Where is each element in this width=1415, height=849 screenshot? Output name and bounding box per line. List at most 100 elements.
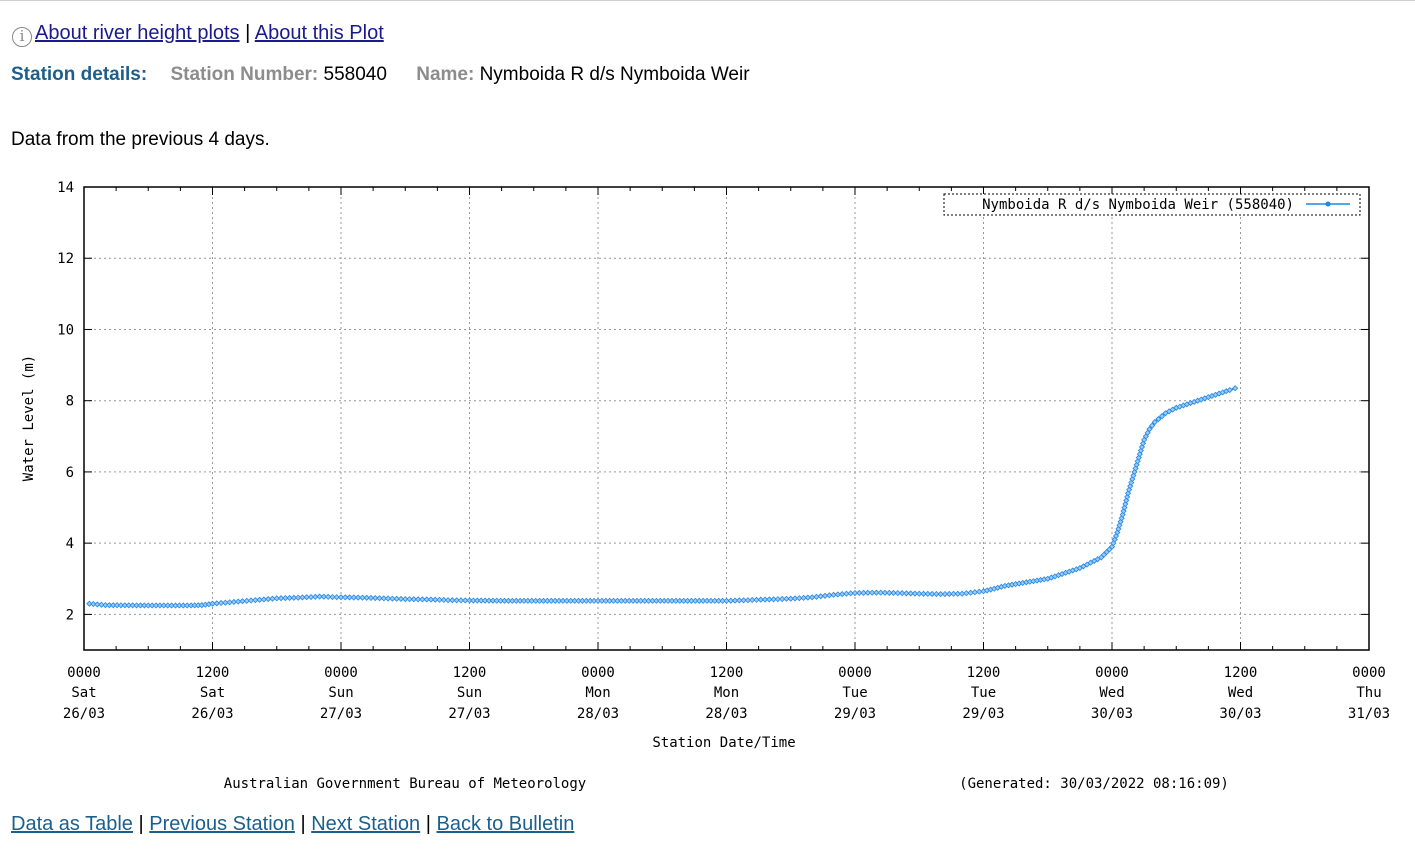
bottom-links: Data as Table | Previous Station | Next …: [11, 813, 574, 836]
chart-legend: Nymboida R d/s Nymboida Weir (558040): [943, 193, 1361, 216]
x-tick-date: 26/03: [63, 706, 105, 722]
station-details: Station details: Station Number: 558040 …: [11, 64, 774, 86]
x-tick-date: 27/03: [448, 706, 490, 722]
x-tick-time: 0000: [1095, 665, 1129, 681]
link-separator: |: [300, 813, 306, 835]
x-tick-date: 29/03: [834, 706, 876, 722]
x-tick-date: 27/03: [320, 706, 362, 722]
x-tick-day: Tue: [971, 685, 996, 701]
data-point-marker: [1112, 532, 1120, 540]
x-tick-date: 30/03: [1219, 706, 1261, 722]
series-group: [86, 385, 1239, 609]
x-tick-day: Thu: [1356, 685, 1381, 701]
data-point-marker: [1108, 543, 1116, 550]
data-point-marker: [1110, 540, 1117, 547]
generated-timestamp: (Generated: 30/03/2022 08:16:09): [959, 776, 1229, 792]
x-tick-time: 1200: [1224, 665, 1258, 681]
link-separator: |: [425, 813, 431, 835]
x-tick-day: Sun: [457, 685, 482, 701]
station-name: Nymboida R d/s Nymboida Weir: [479, 64, 750, 85]
x-tick-date: 30/03: [1091, 706, 1133, 722]
data-point-marker: [1115, 525, 1122, 532]
x-tick-time: 1200: [196, 665, 230, 681]
x-tick-time: 0000: [581, 665, 615, 681]
data-point-marker: [1151, 418, 1158, 426]
y-tick-label: 4: [66, 536, 74, 552]
data-point-marker: [1141, 436, 1148, 443]
data-point-marker: [1119, 511, 1126, 518]
data-point-marker: [1134, 458, 1141, 465]
next-station-link[interactable]: Next Station: [311, 813, 421, 835]
data-point-marker: [1155, 416, 1162, 423]
x-tick-day: Tue: [842, 685, 867, 701]
top-divider: [0, 0, 1415, 4]
data-point-marker: [1142, 433, 1149, 440]
x-tick-time: 0000: [67, 665, 101, 681]
info-circle-icon: i: [12, 27, 32, 47]
station-number: 558040: [323, 64, 387, 85]
legend-box: [943, 193, 1361, 216]
data-point-marker: [1226, 386, 1233, 394]
y-tick-label: 14: [57, 180, 74, 196]
data-point-marker: [1130, 472, 1137, 479]
data-point-marker: [1232, 385, 1239, 392]
data-point-marker: [1117, 518, 1124, 525]
x-tick-time: 1200: [710, 665, 744, 681]
x-tick-date: 28/03: [705, 706, 747, 722]
about-river-height-plots-link[interactable]: About river height plots: [35, 22, 240, 44]
x-tick-day: Mon: [714, 685, 739, 701]
back-to-bulletin-link[interactable]: Back to Bulletin: [436, 813, 575, 835]
data-point-marker: [1131, 468, 1138, 475]
data-point-marker: [1133, 461, 1140, 468]
station-details-label: Station details:: [11, 64, 148, 85]
y-tick-label: 6: [66, 465, 74, 481]
chart-grid: [84, 187, 1369, 650]
data-point-marker: [1111, 536, 1118, 543]
data-point-marker: [1122, 500, 1129, 508]
agency-credit: Australian Government Bureau of Meteorol…: [224, 776, 586, 792]
about-this-plot-link[interactable]: About this Plot: [254, 22, 384, 44]
x-tick-day: Sat: [71, 685, 96, 701]
data-period-note: Data from the previous 4 days.: [11, 129, 270, 150]
x-tick-day: Mon: [585, 685, 610, 701]
previous-station-link[interactable]: Previous Station: [149, 813, 295, 835]
x-tick-date: 31/03: [1348, 706, 1390, 722]
top-links: i About river height plots | About this P…: [12, 22, 384, 47]
axis-ticks: 2 4 6 8 10 12 14 0000 Sat 26/03 1200 Sat 26/03 0000 Su…: [57, 180, 1390, 722]
x-tick-time: 0000: [324, 665, 358, 681]
x-tick-day: Wed: [1099, 685, 1124, 701]
water-level-chart: 2 4 6 8 10 12 14 0000 Sat 26/03 1200 Sat 26/03 0000 Su…: [21, 180, 1390, 792]
y-tick-label: 8: [66, 394, 74, 410]
x-tick-time: 0000: [838, 665, 872, 681]
data-point-marker: [1129, 475, 1136, 483]
y-axis-label: Water Level (m): [21, 355, 37, 481]
x-tick-day: Sat: [200, 685, 225, 701]
data-point-marker: [1146, 426, 1153, 433]
x-tick-time: 1200: [967, 665, 1001, 681]
legend-label: Nymboida R d/s Nymboida Weir (558040): [982, 197, 1294, 213]
x-tick-time: 1200: [453, 665, 487, 681]
x-tick-time: 0000: [1352, 665, 1386, 681]
data-point-marker: [1116, 522, 1123, 529]
station-number-label: Station Number:: [170, 64, 319, 85]
data-point-marker: [1132, 465, 1139, 472]
data-point-marker: [1158, 413, 1166, 420]
data-point-marker: [1128, 479, 1135, 486]
station-name-label: Name:: [416, 64, 475, 85]
y-tick-label: 10: [57, 322, 74, 338]
x-tick-date: 28/03: [577, 706, 619, 722]
link-separator: |: [245, 22, 251, 44]
y-tick-label: 2: [66, 607, 74, 623]
data-point-marker: [1118, 515, 1125, 522]
x-tick-date: 26/03: [191, 706, 233, 722]
x-axis-label: Station Date/Time: [652, 735, 795, 751]
data-as-table-link[interactable]: Data as Table: [11, 813, 133, 835]
link-separator: |: [138, 813, 144, 835]
data-point-marker: [1123, 497, 1130, 504]
legend-marker: [1325, 201, 1331, 207]
x-tick-day: Wed: [1228, 685, 1253, 701]
x-tick-date: 29/03: [962, 706, 1004, 722]
x-tick-day: Sun: [328, 685, 353, 701]
y-tick-label: 12: [57, 251, 74, 267]
data-point-marker: [1149, 422, 1156, 429]
